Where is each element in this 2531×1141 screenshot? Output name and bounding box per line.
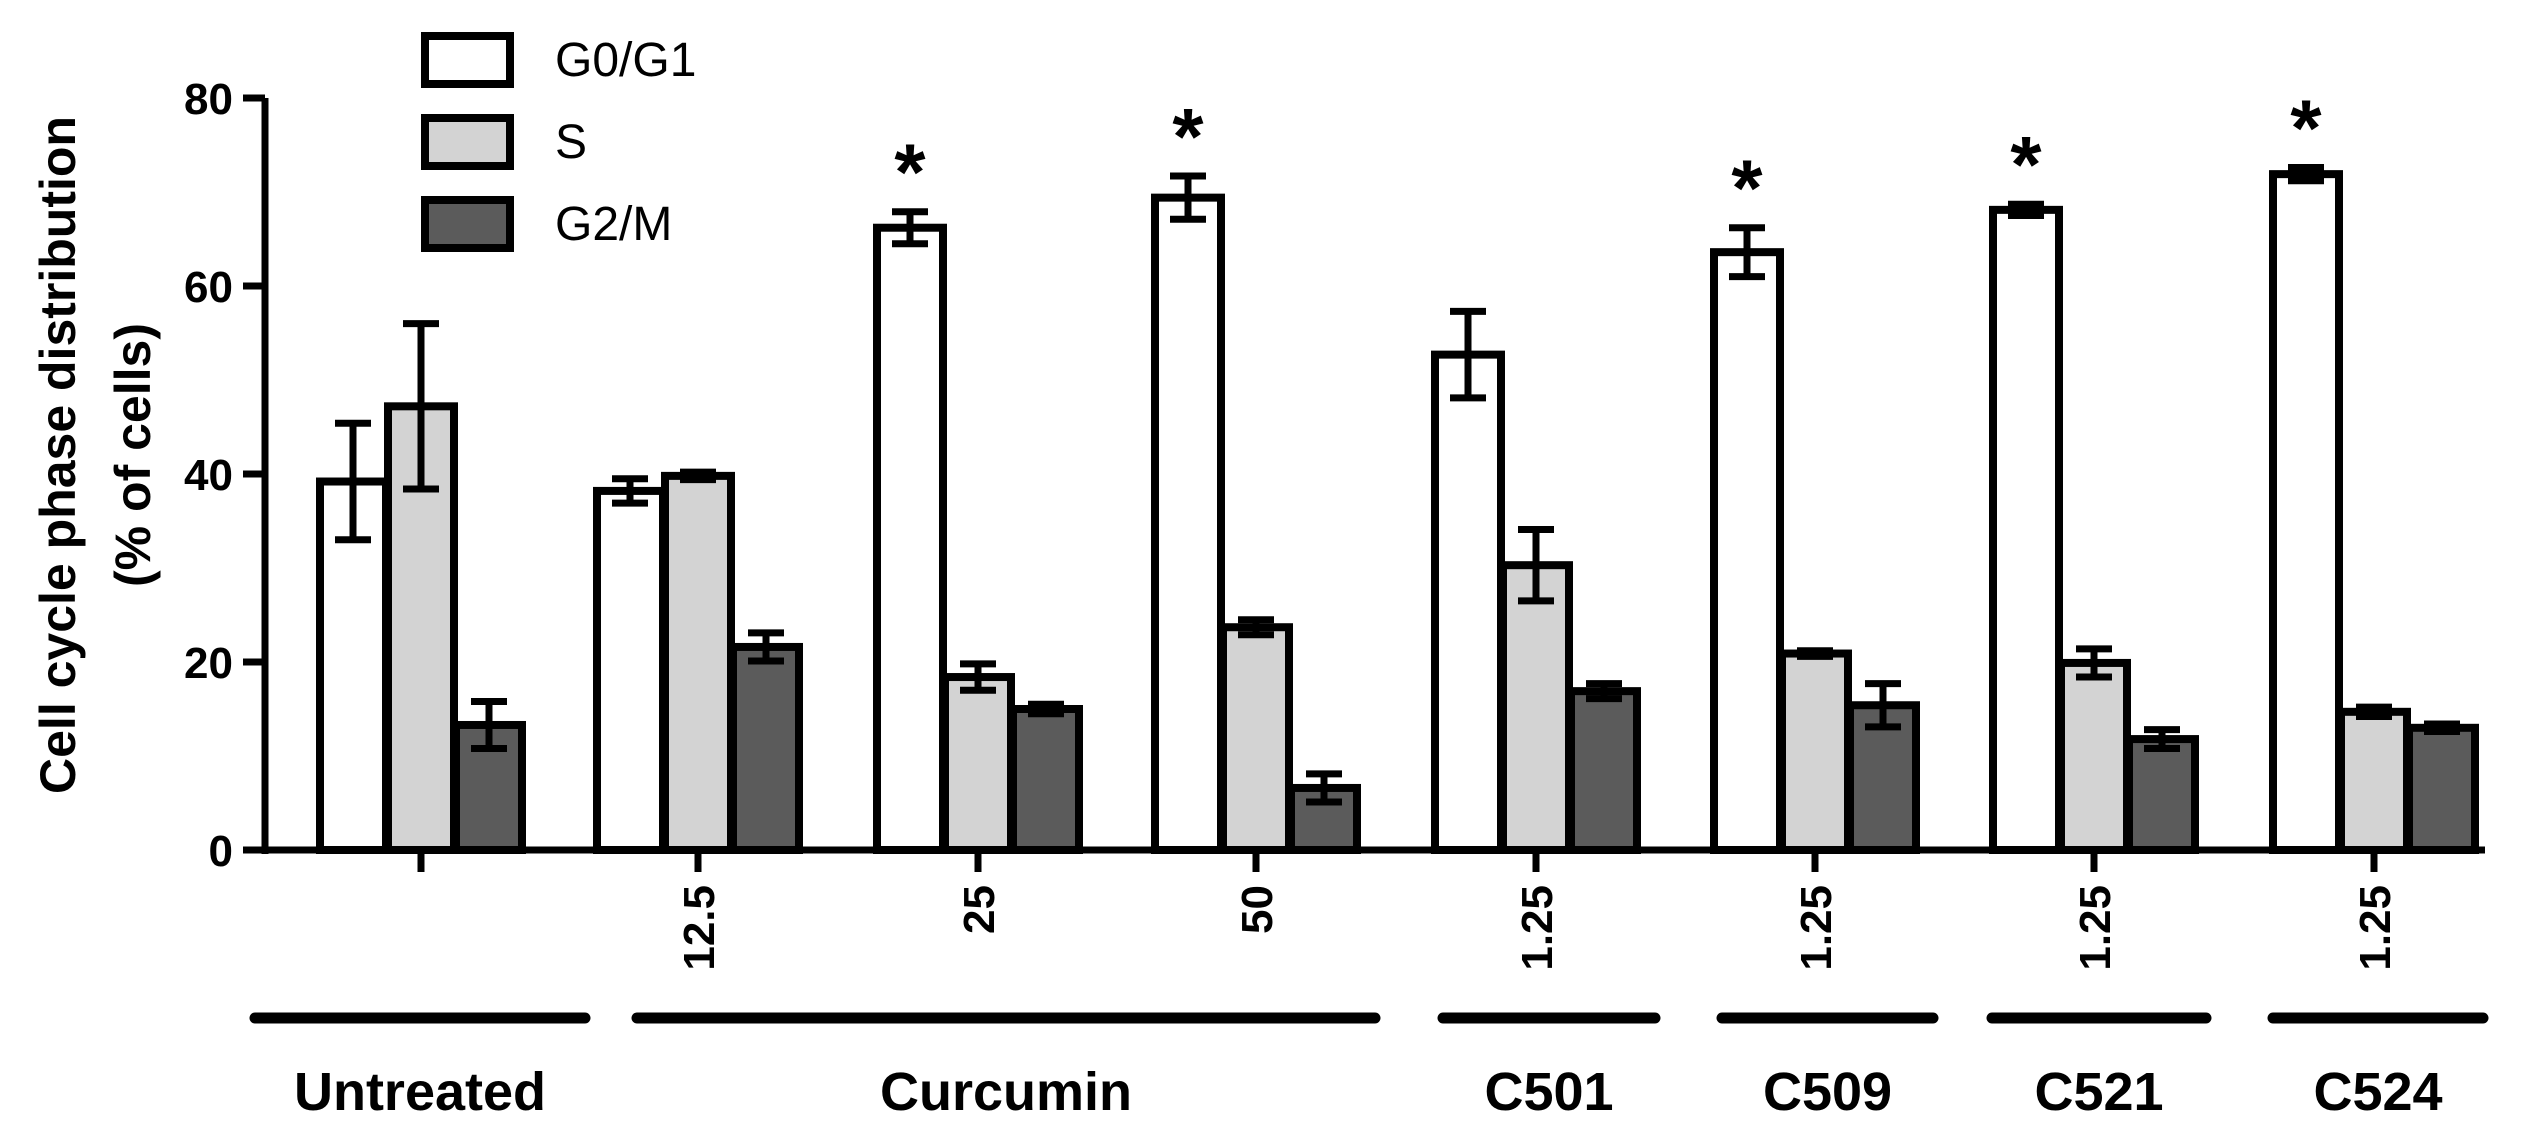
y-tick-label-0: 0 — [209, 827, 233, 876]
legend-label-0: G0/G1 — [555, 34, 696, 87]
y-tick-label-2: 40 — [184, 451, 233, 500]
x-category-labels: 12.5 25 50 1.25 1.25 1.25 1.25 — [675, 885, 2400, 971]
group-label-c524: C524 — [2313, 1062, 2442, 1122]
bar-g0-g1-2 — [873, 223, 947, 855]
bar-s-5 — [1778, 649, 1852, 854]
bar-s-4 — [1499, 561, 1573, 854]
bar-g2-m-6 — [2125, 735, 2199, 855]
x-category-label-1: 12.5 — [675, 885, 724, 971]
legend-swatch-2 — [421, 196, 514, 252]
y-tick-label-3: 60 — [184, 263, 233, 312]
legend: G0/G1 S G2/M — [421, 32, 696, 252]
bar-g0-g1-3 — [1151, 193, 1225, 854]
x-category-label-6: 1.25 — [2071, 885, 2120, 971]
bar-g0-g1-6 — [1989, 205, 2063, 855]
bar-g2-m-4 — [1567, 687, 1641, 855]
group-label-untreated: Untreated — [294, 1062, 546, 1122]
significance-star-7: * — [2290, 84, 2322, 173]
bar-s-6 — [2057, 658, 2131, 854]
y-tick-label-4: 80 — [184, 75, 233, 124]
axes-layer: 0 20 40 60 80 — [184, 75, 2485, 876]
group-label-curcumin: Curcumin — [880, 1062, 1132, 1122]
group-label-c509: C509 — [1763, 1062, 1892, 1122]
x-category-label-3: 50 — [1233, 885, 1282, 934]
y-axis-title: Cell cycle phase distribution (% of cell… — [30, 116, 161, 794]
y-tick-label-1: 20 — [184, 639, 233, 688]
group-label-c521: C521 — [2034, 1062, 2163, 1122]
legend-label-2: G2/M — [555, 198, 672, 251]
significance-star-2: * — [894, 128, 926, 217]
x-category-label-5: 1.25 — [1792, 885, 1841, 971]
x-category-label-4: 1.25 — [1513, 885, 1562, 971]
bar-g0-g1-1 — [593, 486, 667, 854]
group-labels: Untreated Curcumin C501 C509 C521 C524 — [249, 1012, 2489, 1122]
legend-swatch-0 — [421, 32, 514, 88]
bar-s-1 — [661, 471, 735, 854]
bar-g0-g1-4 — [1431, 350, 1505, 854]
significance-star-6: * — [2010, 120, 2042, 209]
y-axis-title-line2: (% of cells) — [105, 323, 161, 587]
bar-g2-m-2 — [1009, 705, 1083, 854]
bar-s-3 — [1219, 623, 1293, 854]
bars-layer: * * * * * — [316, 84, 2479, 855]
significance-star-3: * — [1172, 92, 1204, 181]
legend-swatch-1 — [421, 114, 514, 170]
y-axis-title-line1: Cell cycle phase distribution — [30, 116, 86, 794]
x-category-label-7: 1.25 — [2351, 885, 2400, 971]
significance-star-5: * — [1731, 144, 1763, 233]
bar-s-2 — [941, 673, 1015, 854]
bar-g2-m-7 — [2405, 723, 2479, 854]
bar-g0-g1-7 — [2269, 170, 2343, 854]
bar-s-7 — [2337, 707, 2411, 854]
group-label-c501: C501 — [1484, 1062, 1613, 1122]
bar-g2-m-1 — [729, 642, 803, 855]
x-category-label-2: 25 — [955, 885, 1004, 934]
legend-label-1: S — [555, 116, 587, 169]
bar-g0-g1-5 — [1710, 248, 1784, 855]
